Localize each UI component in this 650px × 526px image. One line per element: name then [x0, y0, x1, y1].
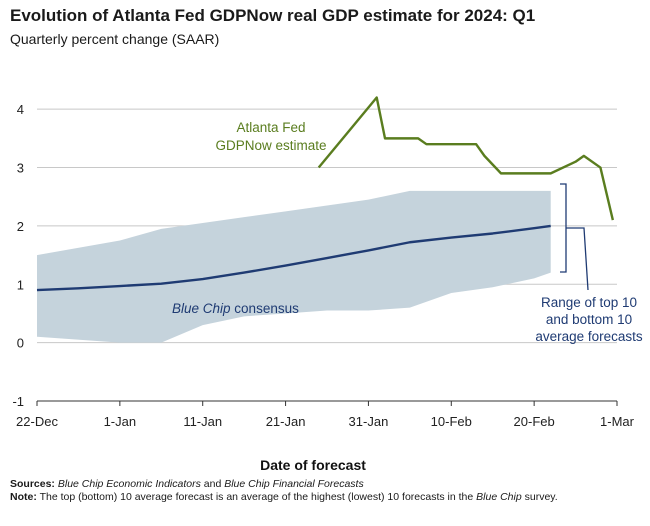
- y-tick-label-3: 2: [17, 219, 24, 234]
- x-axis-label: Date of forecast: [260, 457, 366, 473]
- y-tick-label-1: 0: [17, 336, 24, 351]
- x-tick-label-6: 20-Feb: [514, 414, 555, 429]
- chart-title: Evolution of Atlanta Fed GDPNow real GDP…: [10, 6, 536, 25]
- note-line: Note: The top (bottom) 10 average foreca…: [10, 491, 640, 504]
- forecast-range-band: [37, 190, 551, 343]
- series-lines: [36, 96, 615, 292]
- y-tick-label-0: -1: [12, 394, 24, 409]
- y-tick-label-2: 1: [17, 277, 24, 292]
- x-tick-label-3: 21-Jan: [266, 414, 306, 429]
- bluechip-consensus-line: [36, 224, 551, 292]
- range-label-line3: average forecasts: [535, 329, 643, 344]
- sources-part1: Blue Chip Economic Indicators: [57, 478, 201, 490]
- note-end: survey.: [521, 491, 558, 503]
- annotations: Atlanta Fed GDPNow estimate Blue Chip co…: [172, 120, 643, 344]
- sources-line: Sources: Blue Chip Economic Indicators a…: [10, 478, 640, 491]
- range-label-line1: Range of top 10: [541, 295, 637, 310]
- note-italic: Blue Chip: [476, 491, 522, 503]
- x-tick-label-0: 22-Dec: [16, 414, 58, 429]
- sources-label: Sources:: [10, 478, 55, 490]
- range-bracket: [560, 183, 589, 291]
- note-label: Note:: [10, 491, 37, 503]
- bluechip-label-rest: consensus: [231, 301, 300, 316]
- gdpnow-label-line2: GDPNow estimate: [215, 138, 326, 153]
- y-tick-label-4: 3: [17, 161, 24, 176]
- chart-subtitle: Quarterly percent change (SAAR): [10, 31, 220, 47]
- sources-part3: Blue Chip Financial Forecasts: [224, 478, 364, 490]
- x-tick-label-5: 10-Feb: [431, 414, 472, 429]
- x-tick-label-2: 11-Jan: [183, 414, 222, 429]
- x-tick-label-7: 1-Mar: [600, 414, 635, 429]
- bluechip-label-italic: Blue Chip: [172, 301, 231, 316]
- sources-note: Sources: Blue Chip Economic Indicators a…: [10, 478, 640, 504]
- gdpnow-estimate-line: [317, 96, 615, 221]
- bluechip-label: Blue Chip consensus: [172, 301, 299, 316]
- note-text: The top (bottom) 10 average forecast is …: [36, 491, 477, 503]
- axes: [36, 400, 618, 406]
- sources-part2: and: [200, 478, 225, 490]
- range-label-line2: and bottom 10: [546, 312, 632, 327]
- y-tick-label-5: 4: [17, 102, 24, 117]
- x-tick-label-4: 31-Jan: [349, 414, 389, 429]
- gdpnow-label-line1: Atlanta Fed: [236, 120, 305, 135]
- x-tick-label-1: 1-Jan: [104, 414, 137, 429]
- forecast-range-band-layer: [37, 190, 551, 343]
- tick-labels: -1 0 1 2 3 4 22-Dec 1-Jan 11-Jan 21-Jan 31-Jan 10-F…: [12, 102, 634, 429]
